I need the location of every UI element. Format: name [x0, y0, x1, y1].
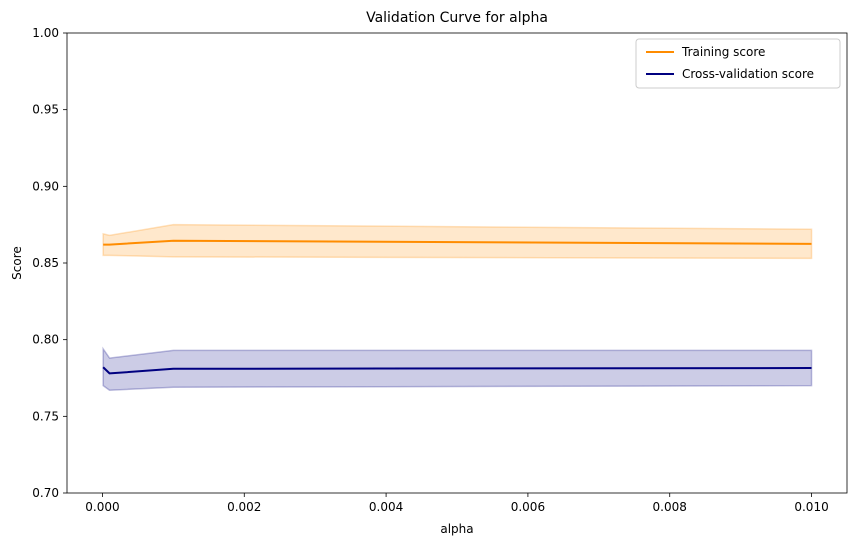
- y-tick-label: 0.75: [32, 409, 59, 423]
- y-tick-label: 0.80: [32, 333, 59, 347]
- y-tick-label: 0.85: [32, 256, 59, 270]
- y-tick-label: 0.70: [32, 486, 59, 500]
- series-0-line: [103, 239, 812, 246]
- legend-label-1: Cross-validation score: [682, 67, 814, 81]
- x-axis-label: alpha: [440, 522, 473, 536]
- y-tick-label: 0.95: [32, 103, 59, 117]
- legend-box: [635, 38, 841, 89]
- plot-frame: [66, 32, 848, 494]
- y-tick-label: 1.00: [32, 26, 59, 40]
- y-tick-label: 0.90: [32, 179, 59, 193]
- series-1-line: [102, 366, 812, 375]
- x-tick-label: 0.002: [227, 500, 261, 514]
- x-tick-label: 0.000: [85, 500, 119, 514]
- x-tick-label: 0.006: [511, 500, 545, 514]
- legend-label-0: Training score: [681, 45, 765, 59]
- x-tick-label: 0.010: [794, 500, 828, 514]
- series-1-std-band: [102, 346, 813, 392]
- x-tick-label: 0.008: [653, 500, 687, 514]
- legend: Training score Cross-validation score: [635, 38, 841, 89]
- chart-title: Validation Curve for alpha: [366, 10, 548, 26]
- x-tick-label: 0.004: [369, 500, 403, 514]
- y-axis-label: Score: [10, 246, 24, 280]
